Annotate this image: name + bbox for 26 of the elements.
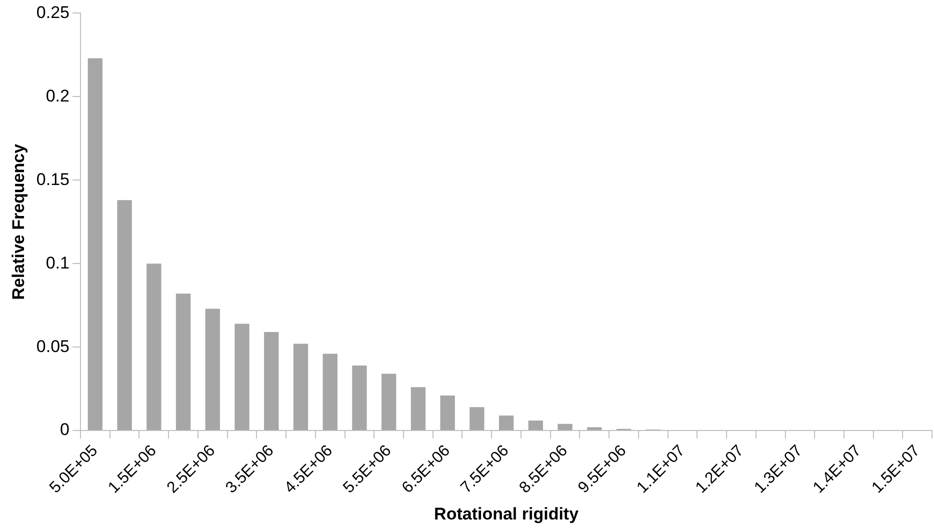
- bar: [88, 58, 103, 430]
- bar: [117, 200, 132, 430]
- bar: [205, 308, 220, 430]
- x-axis-title: Rotational rigidity: [434, 504, 580, 524]
- bar: [234, 324, 250, 430]
- bar: [587, 427, 602, 430]
- bar: [440, 396, 455, 430]
- bar: [146, 264, 162, 430]
- bar: [264, 332, 279, 430]
- y-tick-label: 0.1: [46, 253, 70, 272]
- y-tick-label: 0.2: [46, 86, 70, 106]
- y-tick-label: 0.25: [36, 2, 70, 22]
- y-tick-label: 0.05: [36, 336, 70, 356]
- bar: [381, 374, 396, 430]
- bar: [322, 354, 338, 430]
- bar: [293, 344, 308, 430]
- bar: [498, 416, 514, 430]
- bar: [528, 420, 544, 430]
- bar: [470, 407, 484, 430]
- bar: [352, 365, 367, 430]
- bar: [410, 387, 426, 430]
- y-tick-label: 0: [60, 420, 70, 440]
- y-tick-label: 0.15: [36, 170, 70, 189]
- y-axis-title: Relative Frequency: [8, 143, 28, 300]
- bar: [176, 294, 191, 430]
- bar: [558, 424, 572, 430]
